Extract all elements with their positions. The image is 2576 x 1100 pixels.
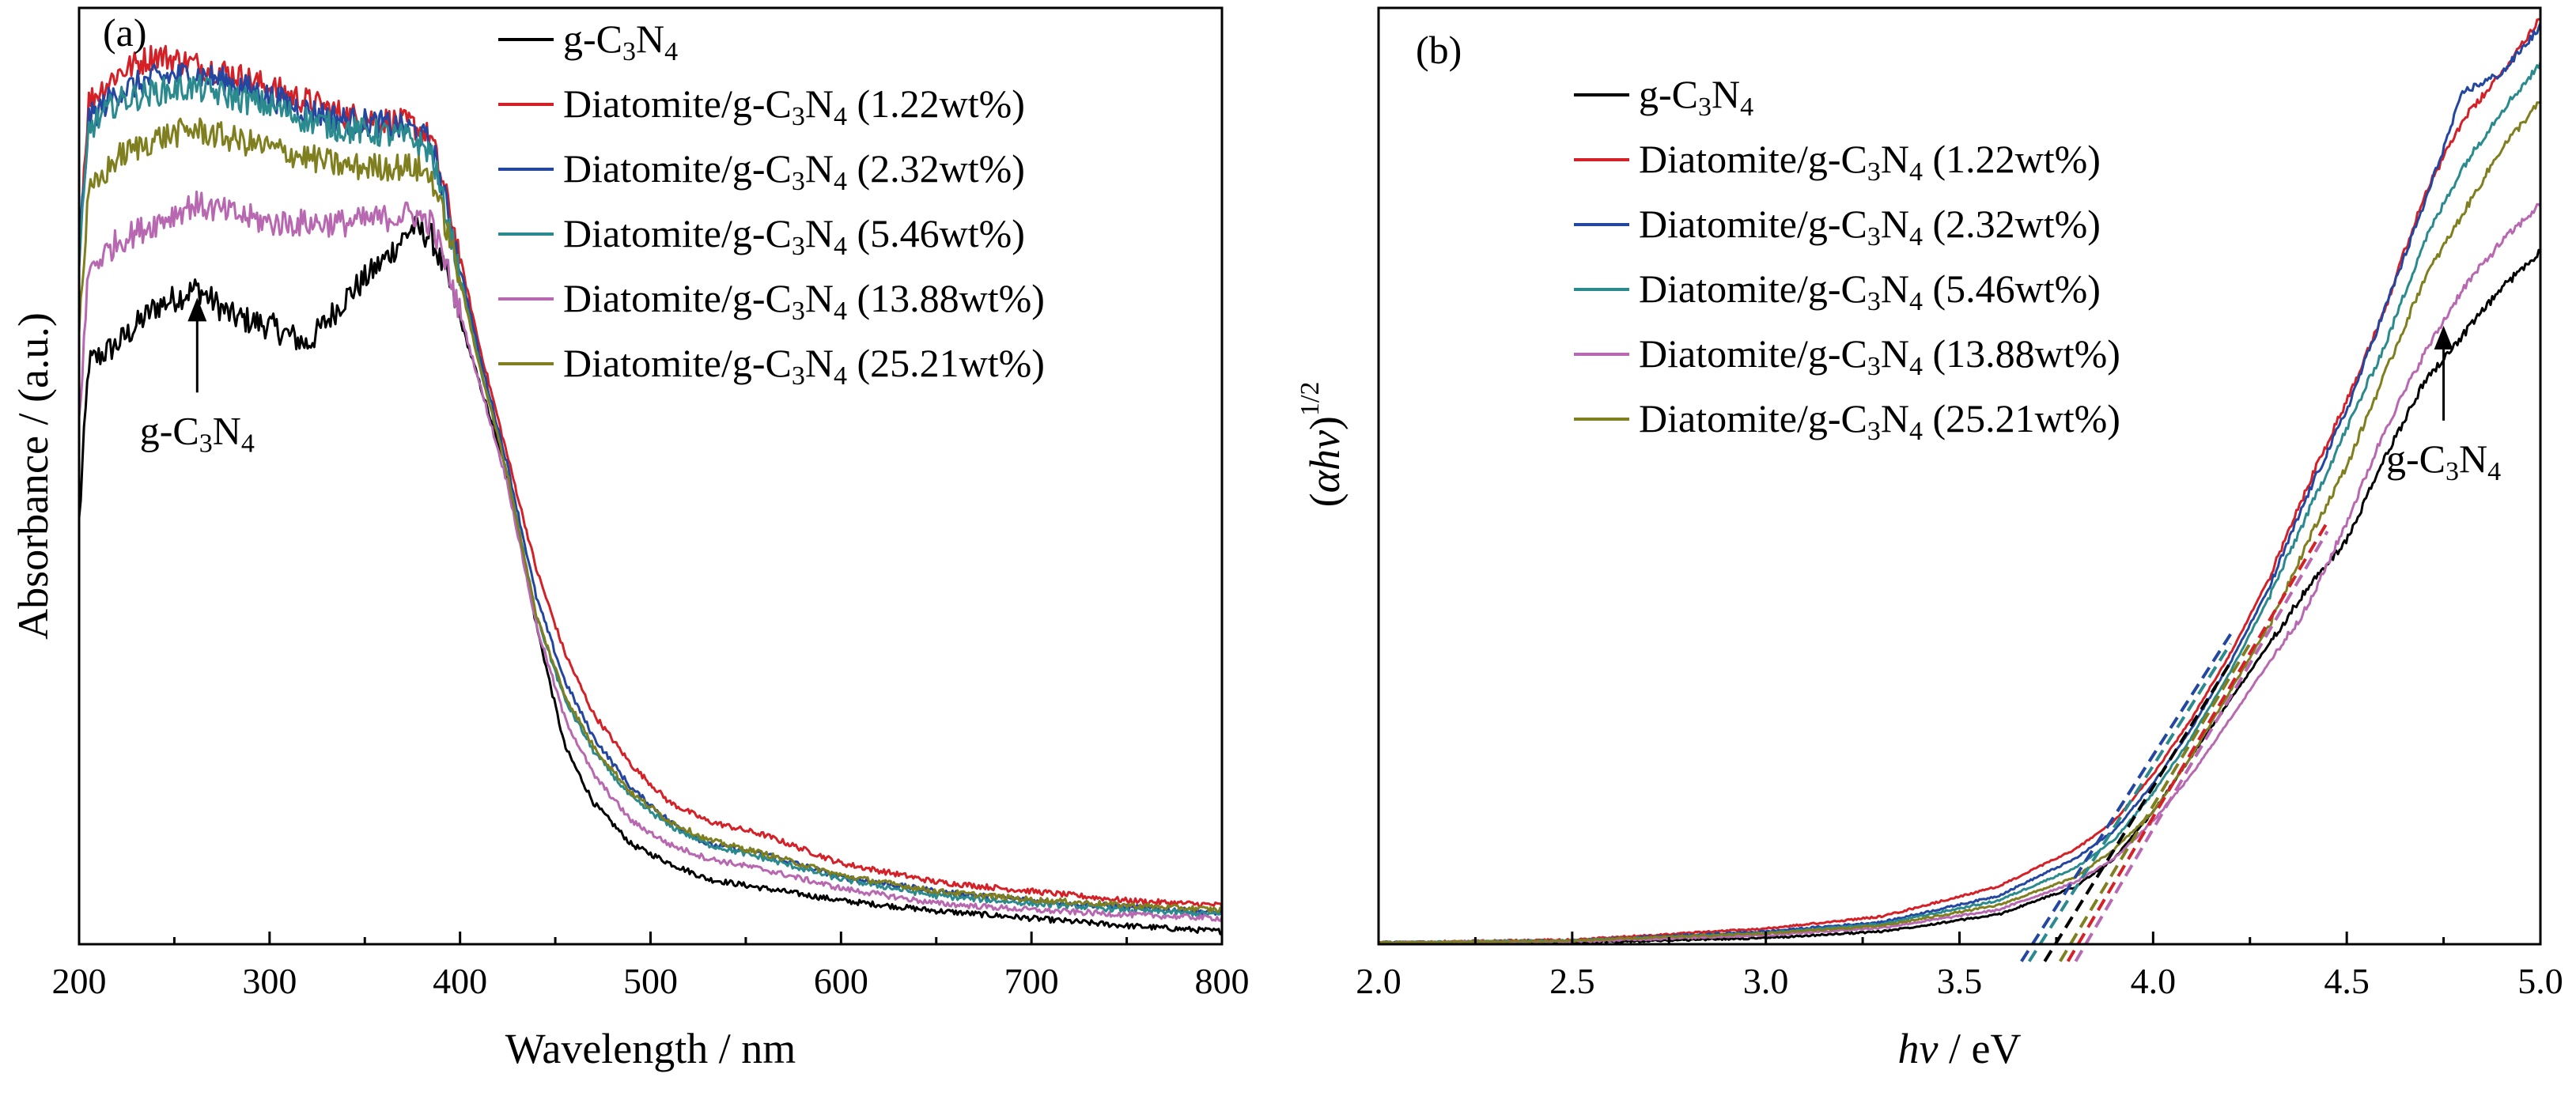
legend-entry: Diatomite/g-C3N4 (2.32wt%)	[563, 146, 1025, 196]
series-line-5	[79, 190, 1222, 922]
series-line-2	[79, 44, 1222, 909]
chart-panel-a: 200 300 400 500 600 700 800 Wavelength / nm Abso…	[9, 6, 1250, 1072]
annotation-label: g-C3N4	[2386, 437, 2501, 486]
legend-entry: Diatomite/g-C3N4 (5.46wt%)	[1639, 266, 2101, 316]
x-tick-label: 3.0	[1743, 961, 1789, 1001]
series-line-4	[79, 74, 1222, 917]
series-line-1	[79, 215, 1222, 936]
chart-panel-b: 2.0 2.5 3.0 3.5 4.0 4.5 5.0 hv / eV (αhv)1/2 (b) g…	[1296, 6, 2563, 1072]
legend: g-C3N4 Diatomite/g-C3N4 (1.22wt%) Diatomit…	[498, 17, 1045, 391]
annotation-label: g-C3N4	[140, 408, 255, 458]
x-tick-label: 4.0	[2131, 961, 2177, 1001]
x-tick-label: 500	[623, 961, 678, 1001]
x-tick-label: 800	[1195, 961, 1250, 1001]
legend-entry: Diatomite/g-C3N4 (25.21wt%)	[563, 341, 1045, 391]
x-tick-label: 3.5	[1937, 961, 1983, 1001]
x-tick-label: 600	[814, 961, 868, 1001]
legend-entry: Diatomite/g-C3N4 (5.46wt%)	[563, 211, 1025, 261]
x-tick-label: 300	[242, 961, 297, 1001]
x-tick-label: 700	[1004, 961, 1059, 1001]
x-tick-label: 5.0	[2517, 961, 2563, 1001]
x-tick-label: 4.5	[2324, 961, 2370, 1001]
tangent-line-6	[2074, 530, 2329, 962]
series-line-6	[79, 117, 1222, 913]
legend-entry: Diatomite/g-C3N4 (1.22wt%)	[1639, 137, 2101, 187]
series-line-5	[1379, 202, 2540, 944]
legend-entry: Diatomite/g-C3N4 (2.32wt%)	[1639, 202, 2101, 251]
annotation-arrow	[2434, 325, 2453, 421]
tangent-line-5	[2066, 521, 2329, 962]
series-line-4	[1379, 62, 2540, 944]
legend-entry: Diatomite/g-C3N4 (13.88wt%)	[1639, 331, 2120, 381]
legend-entry: g-C3N4	[563, 17, 678, 66]
legend-entry: Diatomite/g-C3N4 (25.21wt%)	[1639, 396, 2120, 446]
series-line-3	[79, 62, 1222, 917]
tangent-line-1	[2020, 633, 2232, 962]
panel-label: (a)	[103, 10, 147, 55]
panel-label: (b)	[1416, 28, 1462, 72]
x-tick-label: 2.0	[1356, 961, 1401, 1001]
y-axis-title: (αhv)1/2	[1296, 382, 1349, 508]
y-axis-title: Absorbance / (a.u.)	[9, 312, 57, 640]
x-tick-label: 2.5	[1549, 961, 1595, 1001]
annotation-arrow	[187, 297, 207, 393]
legend-entry: Diatomite/g-C3N4 (1.22wt%)	[563, 81, 1025, 131]
x-axis-title: hv / eV	[1898, 1025, 2022, 1072]
tangent-line-4	[2059, 642, 2252, 962]
legend-entry: Diatomite/g-C3N4 (13.88wt%)	[563, 276, 1045, 326]
legend-entry: g-C3N4	[1639, 72, 1753, 122]
x-tick-label: 400	[433, 961, 487, 1001]
tangent-line-2	[2027, 642, 2232, 962]
x-tick-label: 200	[52, 961, 107, 1001]
legend: g-C3N4 Diatomite/g-C3N4 (1.22wt%) Diatomit…	[1574, 72, 2120, 446]
x-axis-title: Wavelength / nm	[505, 1025, 796, 1072]
